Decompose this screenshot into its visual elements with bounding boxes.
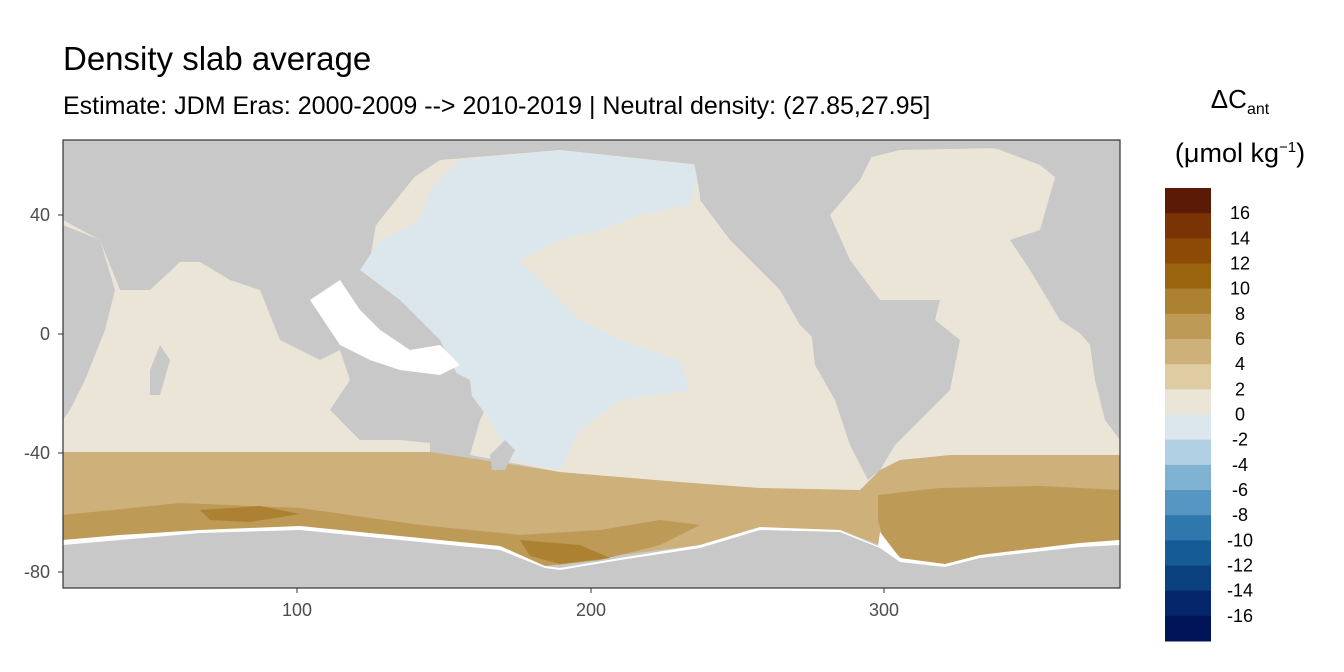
legend-break-label: 16 [1230,203,1250,223]
y-tick-label: 40 [30,205,50,225]
land-africa-east [1060,305,1120,440]
missing-indonesia [310,280,460,375]
land-south-america [810,300,960,480]
legend-break-label: 10 [1230,279,1250,299]
legend-swatch [1165,414,1211,441]
land-australia [340,365,475,445]
legend-units: (μmol kg−1) [1174,138,1306,169]
legend-swatch [1165,238,1211,264]
x-tick-label: 300 [869,600,899,620]
legend-swatch [1165,364,1211,390]
legend-break-label: -8 [1232,505,1248,525]
plot-title: Density slab average [63,40,372,77]
y-tick-label: -40 [24,443,50,463]
legend-break-label: 4 [1235,354,1245,374]
legend-break-label: 6 [1235,329,1245,349]
land-madagascar [150,345,170,395]
land-greenland-europe [960,140,1120,300]
legend-swatch [1165,464,1211,491]
legend-swatch [1165,515,1211,541]
legend-swatch [1165,213,1211,239]
y-tick-label: -80 [24,562,50,582]
legend-break-label: 14 [1230,228,1250,248]
legend-colorbar: 16 14 12 10 8 6 4 2 0 -2 -4 -6 -8 -10 -12 -14 -16 [1165,188,1253,642]
legend-variable: ΔCant [1210,84,1270,119]
legend-swatch [1165,439,1211,466]
legend-swatch [1165,313,1211,340]
y-tick-label: 0 [40,324,50,344]
legend-swatch [1165,540,1211,566]
land-north-america [690,140,880,310]
map-panel [63,140,1120,588]
southern-ocean-band [63,452,1120,565]
legend-break-label: 2 [1235,379,1245,399]
x-axis: 100 200 300 [282,588,899,620]
x-tick-label: 200 [576,600,606,620]
land-africa [63,225,115,420]
land-antarctica [63,530,1120,588]
legend-break-label: -16 [1227,606,1253,626]
legend-break-label: -10 [1227,530,1253,550]
legend-swatch [1165,590,1211,617]
legend-break-label: -6 [1232,480,1248,500]
x-tick-label: 100 [282,600,312,620]
legend-swatch [1165,339,1211,365]
legend-swatch [1165,565,1211,592]
legend-break-label: -14 [1227,581,1253,601]
legend-break-label: 8 [1235,304,1245,324]
y-axis: 40 0 -40 -80 [24,205,63,582]
legend-swatch [1165,288,1211,315]
southern-ocean-peak [200,506,610,564]
legend-swatch [1165,263,1211,290]
legend-break-label: -4 [1232,455,1248,475]
legend-swatch [1165,615,1211,642]
missing-coast-antarctica [63,526,1120,570]
land-new-zealand [490,440,515,470]
legend-break-label: -12 [1227,556,1253,576]
legend-break-label: -2 [1232,430,1248,450]
legend-swatch [1165,389,1211,415]
legend-swatch [1165,490,1211,516]
legend-break-label: 12 [1230,254,1250,274]
pacific-negative-patch [360,150,700,470]
legend-break-label: 0 [1235,405,1245,425]
legend-title: ΔCant (μmol kg−1) [1150,86,1330,167]
land-eurasia [63,140,440,300]
legend-swatch [1165,188,1211,214]
plot-subtitle: Estimate: JDM Eras: 2000-2009 --> 2010-2… [63,92,931,120]
atlantic-sector-deep-band [878,486,1120,565]
